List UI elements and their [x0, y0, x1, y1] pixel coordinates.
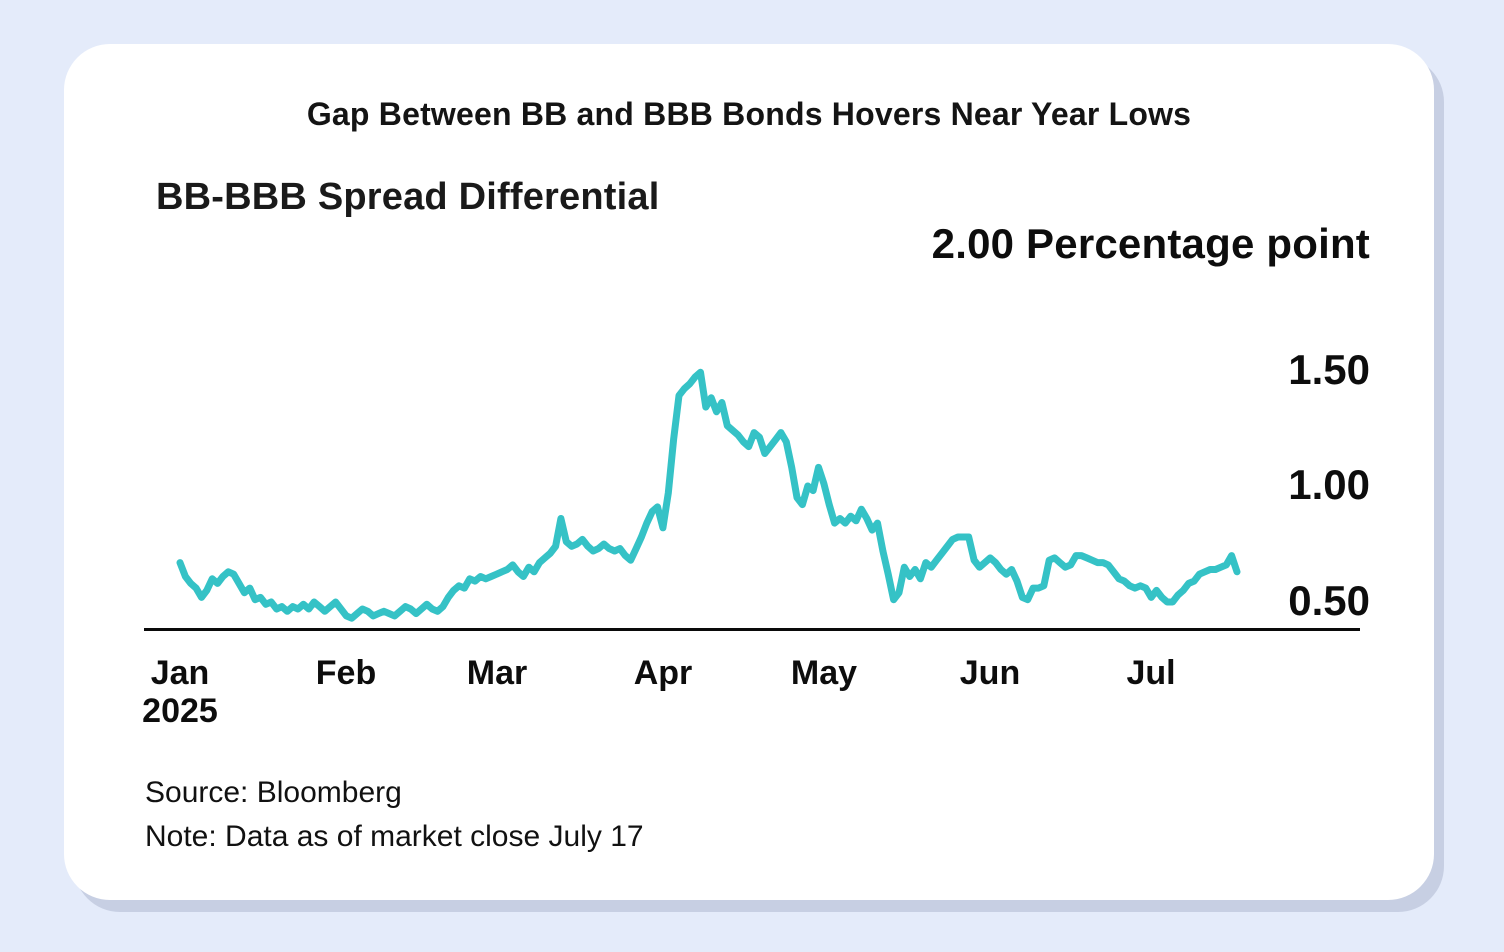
- y-axis-unit-label: 2.00 Percentage point: [931, 220, 1370, 267]
- note-text: Note: Data as of market close July 17: [145, 820, 644, 853]
- chart-card: [64, 44, 1434, 900]
- chart-subtitle: BB-BBB Spread Differential: [156, 176, 660, 218]
- y-tick-1-00: 1.00: [1288, 461, 1370, 508]
- x-tick-year: 2025: [142, 692, 218, 730]
- x-tick-jul: Jul: [1126, 654, 1176, 692]
- source-text: Source: Bloomberg: [145, 776, 402, 809]
- x-tick-jun: Jun: [959, 654, 1021, 692]
- x-tick-feb: Feb: [315, 654, 377, 692]
- y-tick-1-50: 1.50: [1288, 346, 1370, 393]
- x-tick-apr: Apr: [633, 654, 693, 692]
- x-axis-line: [144, 628, 1360, 631]
- x-tick-jan: Jan: [150, 654, 210, 692]
- chart-title: Gap Between BB and BBB Bonds Hovers Near…: [306, 96, 1192, 132]
- y-tick-0-50: 0.50: [1288, 577, 1370, 624]
- x-tick-may: May: [790, 654, 858, 692]
- x-tick-mar: Mar: [466, 654, 528, 692]
